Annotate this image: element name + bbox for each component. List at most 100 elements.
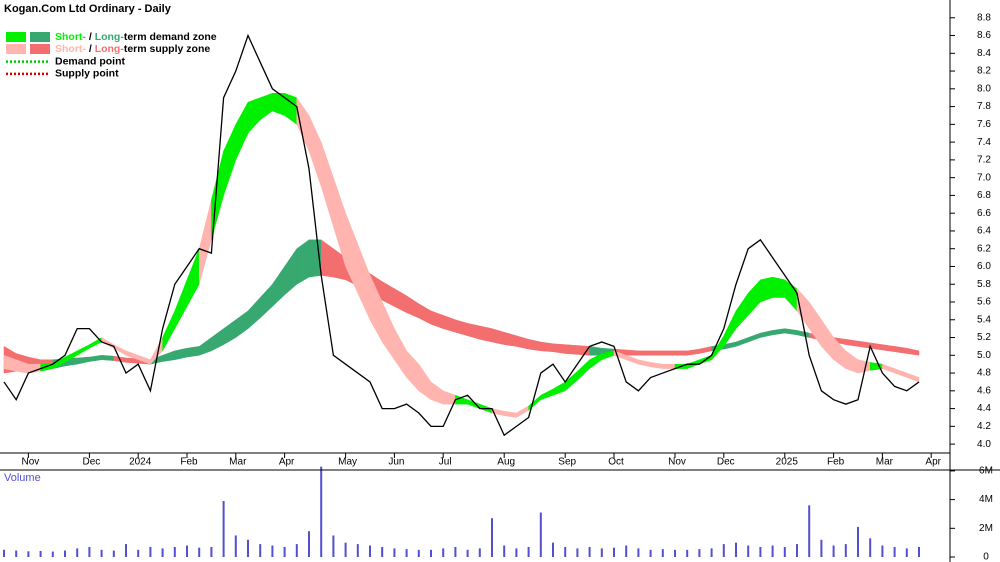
y-tick-label: 7.4 [977,137,991,148]
volume-bar [576,548,579,557]
price-layer [3,33,920,437]
legend-text: Supply point [55,68,119,80]
volume-bar [674,549,676,557]
volume-bar [478,548,481,557]
y-tick-label: 8.6 [977,30,991,41]
y-tick-label: 4.0 [977,439,991,450]
x-tick-label: Feb [827,457,845,468]
volume-bar [198,547,201,557]
volume-bar [491,518,493,557]
volume-tick-label: 6M [979,466,993,477]
price-line [3,33,920,437]
y-tick-label: 4.6 [977,385,991,396]
legend-swatch [6,32,26,42]
legend-long: Long- [95,43,125,55]
long-term-zone-segment [638,350,651,356]
y-tick-label: 5.2 [977,332,991,343]
volume-bar [234,535,237,557]
volume-tick-label: 4M [979,494,993,505]
volume-bar [722,544,725,557]
y-tick-label: 7.0 [977,172,991,183]
x-tick-label: 2025 [776,457,799,468]
volume-bar [393,548,396,557]
volume-bar [271,545,274,557]
volume-bar [15,550,18,557]
x-tick-label: Sep [558,457,576,468]
volume-bar [76,548,79,557]
volume-bar [613,547,615,557]
volume-bar [430,549,432,557]
volume-bar [783,546,786,557]
volume-bar [844,544,847,557]
volume-label: Volume [4,472,41,484]
y-tick-label: 8.8 [977,12,991,23]
long-term-zone-segment [101,355,115,361]
y-tick-label: 5.6 [977,297,991,308]
volume-bar [893,546,896,557]
y-tick-label: 8.4 [977,48,991,59]
long-term-zone-segment [650,350,664,356]
legend-sep: / [86,43,95,55]
x-tick-label: 2024 [129,457,152,468]
volume-bar [247,539,249,557]
long-term-zone-segment [479,325,493,343]
legend-short: Short- [55,43,86,55]
volume-bar [564,546,567,557]
x-tick-label: Jun [388,457,404,468]
short-term-zone-segment [662,363,676,369]
volume-bar [808,505,811,557]
volume-bar [320,466,323,557]
x-tick-label: Oct [608,457,624,468]
volume-bar [442,548,445,557]
volume-bar [747,545,750,557]
volume-bar [686,549,689,557]
volume-bar [381,546,384,557]
x-tick-label: Apr [925,457,941,468]
volume-bar [527,546,530,557]
legend-rest: term supply zone [124,43,211,55]
volume-bar [466,549,469,557]
volume-bar [100,549,103,557]
volume-bar [735,542,737,557]
y-tick-label: 6.2 [977,243,991,254]
volume-bar [186,545,188,557]
y-tick-label: 7.8 [977,101,991,112]
long-term-zone-segment [589,346,603,356]
x-tick-label: Apr [279,457,295,468]
y-tick-label: 4.4 [977,403,991,414]
long-term-zone-segment [540,341,554,353]
volume-bar [515,548,518,557]
long-term-zone-segment [552,343,566,354]
volume-bar [344,542,347,557]
x-tick-label: Aug [497,457,515,468]
volume-bar [222,501,225,557]
x-tick-label: Nov [668,457,686,468]
volume-bar [417,549,420,557]
x-tick-label: Jul [439,457,452,468]
y-tick-label: 7.2 [977,155,991,166]
long-term-zone-segment [662,350,676,356]
volume-bar [27,551,30,557]
volume-bar [918,546,920,557]
volume-bar [539,512,542,557]
volume-bar [698,549,701,557]
volume-bar [259,544,262,557]
volume-bar [625,545,628,557]
volume-tick-label: 2M [979,523,993,534]
legend-swatch [30,44,50,54]
legend-short: Short- [55,31,86,43]
legend-text: Demand point [55,55,126,67]
long-term-zone-segment [564,344,578,355]
volume-bar [64,550,66,557]
volume-bar [832,545,835,557]
volume-bar [3,549,5,557]
volume-bar [771,545,774,557]
x-tick-label: Feb [180,457,198,468]
volume-bar [820,539,823,557]
long-term-zone-segment [625,349,639,356]
volume-bar [210,546,213,557]
volume-layer [3,466,920,557]
legend-text: Short- / Long-term supply zone [55,43,210,55]
